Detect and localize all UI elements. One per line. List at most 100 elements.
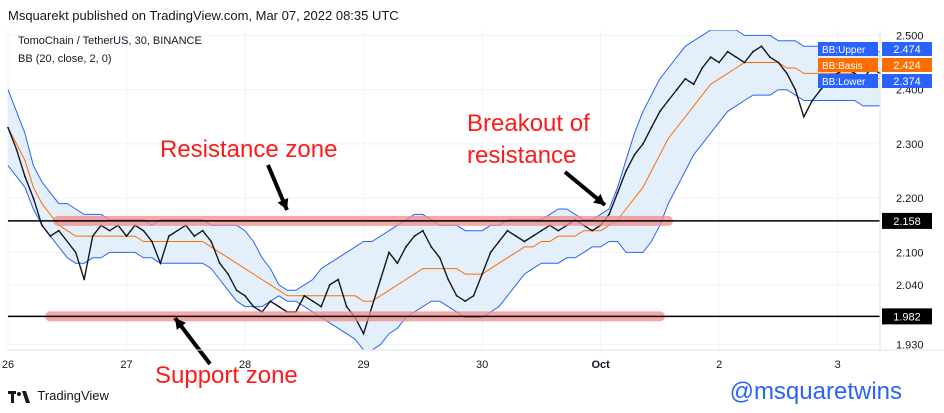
hline-tag-bg: [882, 212, 932, 229]
legend-tag-bg: [818, 42, 878, 56]
price-point: [24, 175, 26, 178]
price-point: [692, 83, 695, 86]
price-point: [667, 99, 670, 102]
price-point: [625, 170, 627, 172]
price-point: [210, 240, 213, 243]
price-point: [49, 235, 52, 238]
breakout-arrow-head: [593, 193, 605, 205]
price-point: [159, 262, 162, 265]
bb-lower-line: [7, 89, 880, 351]
y-tick-label: 2.100: [896, 247, 924, 259]
price-point: [40, 224, 43, 227]
price-point: [252, 305, 255, 308]
price-point: [498, 240, 500, 243]
price-point: [785, 72, 788, 75]
price-point: [447, 278, 450, 281]
price-point: [337, 278, 340, 281]
price-point: [769, 56, 771, 59]
price-point: [557, 229, 560, 232]
price-point: [388, 251, 390, 254]
price-point: [413, 235, 416, 238]
price-point: [303, 294, 306, 297]
price-point: [777, 61, 780, 64]
price-point: [32, 197, 35, 200]
price-point: [345, 305, 348, 308]
price-point: [167, 235, 170, 238]
price-point: [811, 99, 814, 102]
price-point: [642, 142, 644, 145]
price-point: [311, 300, 314, 303]
legend-series-name: BB:Lower: [822, 77, 866, 88]
price-point: [735, 56, 737, 59]
breakout-label-line2: resistance: [467, 142, 577, 169]
y-tick-label: 2.300: [896, 139, 924, 151]
price-point: [371, 305, 373, 308]
tradingview-logo[interactable]: TradingView: [8, 388, 109, 403]
price-point: [430, 246, 433, 248]
price-point: [328, 284, 331, 286]
tradingview-text: TradingView: [37, 388, 109, 403]
support-zone-label: Support zone: [155, 362, 298, 389]
price-point: [726, 50, 729, 53]
price-point: [278, 305, 280, 308]
price-point: [74, 251, 77, 254]
price-point: [201, 229, 204, 232]
bollinger-bands: [7, 30, 880, 351]
price-point: [142, 229, 145, 232]
symbol-title: TomoChain / TetherUS, 30, BINANCE: [18, 35, 202, 47]
price-point: [836, 72, 839, 75]
price-series: [7, 45, 881, 336]
resistance-zone-label: Resistance zone: [160, 136, 338, 163]
legend-value-bg: [882, 74, 932, 88]
price-point: [57, 229, 60, 232]
price-point: [489, 251, 492, 254]
price-point: [176, 229, 179, 232]
y-tick-label: 2.200: [896, 193, 924, 205]
price-point: [244, 294, 246, 297]
breakout-label-line1: Breakout of: [467, 110, 590, 137]
legend-tag-bg: [818, 74, 878, 88]
price-point: [421, 229, 424, 232]
y-tick-label: 1.930: [896, 340, 924, 352]
support-arrow-head: [175, 318, 186, 330]
price-point: [235, 289, 238, 292]
price-close-line: [7, 45, 881, 336]
price-point: [675, 88, 678, 91]
price-point: [438, 256, 441, 259]
legend-value-bg: [882, 58, 932, 72]
hline-tag-text: 1.982: [893, 311, 921, 323]
price-point: [853, 72, 856, 75]
price-point: [760, 45, 763, 48]
tradingview-icon: [8, 390, 30, 403]
price-point: [658, 110, 661, 113]
price-point: [151, 240, 153, 243]
x-tick-label: 29: [357, 359, 369, 371]
indicator-title: BB (20, close, 2, 0): [18, 53, 112, 65]
price-point: [405, 246, 407, 248]
price-point: [193, 235, 196, 238]
price-point: [15, 148, 18, 151]
price-point: [464, 300, 467, 303]
legend-value-bg: [882, 42, 932, 56]
price-point: [633, 153, 636, 156]
x-tick-label: 30: [476, 359, 488, 371]
price-point: [481, 273, 483, 275]
price-point: [616, 191, 619, 194]
legend-value: 2.474: [893, 44, 921, 56]
price-point: [66, 240, 69, 243]
price-point: [608, 213, 610, 216]
legend-tag-bg: [818, 58, 878, 72]
price-point: [515, 235, 517, 238]
legend-series-name: BB:Basis: [822, 61, 863, 72]
x-tick-label: 2: [716, 359, 722, 371]
resistance-arrow-head: [277, 198, 289, 210]
price-point: [718, 61, 721, 64]
price-point: [455, 294, 458, 297]
publish-header: Msquarekt published on TradingView.com, …: [0, 0, 944, 30]
y-tick-label: 2.500: [896, 30, 924, 42]
price-point: [83, 278, 86, 281]
price-point: [540, 229, 543, 232]
price-point: [7, 126, 9, 129]
